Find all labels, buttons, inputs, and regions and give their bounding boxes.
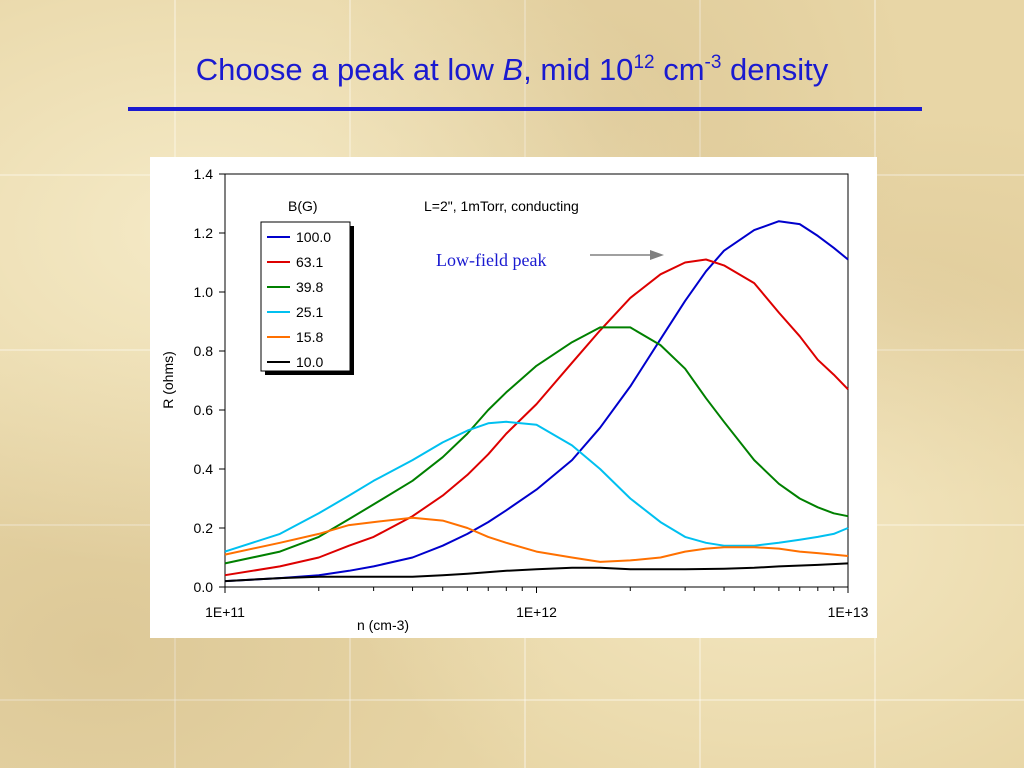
resistance-vs-density-chart: 0.0 0.2 0.4 0.6 0.8 1.0 1.2 1.4 1E+11 1E+12 1E+13… xyxy=(160,166,869,633)
x-axis-label: n (cm-3) xyxy=(357,617,409,633)
title-text-post: density xyxy=(721,52,829,87)
series-line-100.0 xyxy=(224,220,849,583)
y-tick-label: 1.2 xyxy=(194,225,214,241)
y-tick-label: 0.6 xyxy=(194,402,214,418)
legend-label-10.0: 10.0 xyxy=(296,354,323,370)
low-field-peak-annotation: Low-field peak xyxy=(436,250,664,270)
series-line-25.1 xyxy=(224,420,849,553)
legend-title: B(G) xyxy=(288,198,318,214)
chart-panel: 0.0 0.2 0.4 0.6 0.8 1.0 1.2 1.4 1E+11 1E+12 1E+13… xyxy=(150,157,877,638)
y-axis-label: R (ohms) xyxy=(160,351,176,409)
x-tick-label: 1E+12 xyxy=(516,604,557,620)
series-line-15.8 xyxy=(224,516,849,563)
series-line-10.0 xyxy=(224,562,849,583)
slide-title: Choose a peak at low B, mid 1012 cm-3 de… xyxy=(0,52,1024,88)
annotation-arrow-head xyxy=(650,250,664,260)
y-tick-label: 0.8 xyxy=(194,343,214,359)
title-text-cm: cm xyxy=(654,52,705,87)
title-underline xyxy=(128,107,922,111)
title-text-pre: Choose a peak at low xyxy=(195,52,503,87)
title-exponent-12: 12 xyxy=(633,52,655,73)
series-line-63.1 xyxy=(224,258,849,577)
legend-label-100.0: 100.0 xyxy=(296,229,331,245)
legend: B(G) 100.0 63.1 39.8 25.1 15.8 10.0 xyxy=(260,198,354,375)
conditions-annotation: L=2", 1mTorr, conducting xyxy=(424,198,579,214)
legend-label-25.1: 25.1 xyxy=(296,304,323,320)
low-field-peak-label: Low-field peak xyxy=(436,250,546,270)
legend-label-15.8: 15.8 xyxy=(296,329,323,345)
y-tick-label: 0.4 xyxy=(194,461,214,477)
x-tick-label: 1E+11 xyxy=(205,604,245,620)
legend-box xyxy=(260,221,351,372)
legend-label-63.1: 63.1 xyxy=(296,254,323,270)
title-text-mid: , mid 10 xyxy=(523,52,634,87)
title-italic-b: B xyxy=(502,52,524,87)
series-line-39.8 xyxy=(224,326,849,565)
y-tick-label: 0.0 xyxy=(194,579,214,595)
legend-label-39.8: 39.8 xyxy=(296,279,323,295)
y-tick-label: 0.2 xyxy=(194,520,214,536)
y-tick-label: 1.4 xyxy=(194,166,214,182)
x-tick-label: 1E+13 xyxy=(828,604,869,620)
title-exponent-minus3: -3 xyxy=(704,52,722,73)
y-tick-label: 1.0 xyxy=(194,284,214,300)
